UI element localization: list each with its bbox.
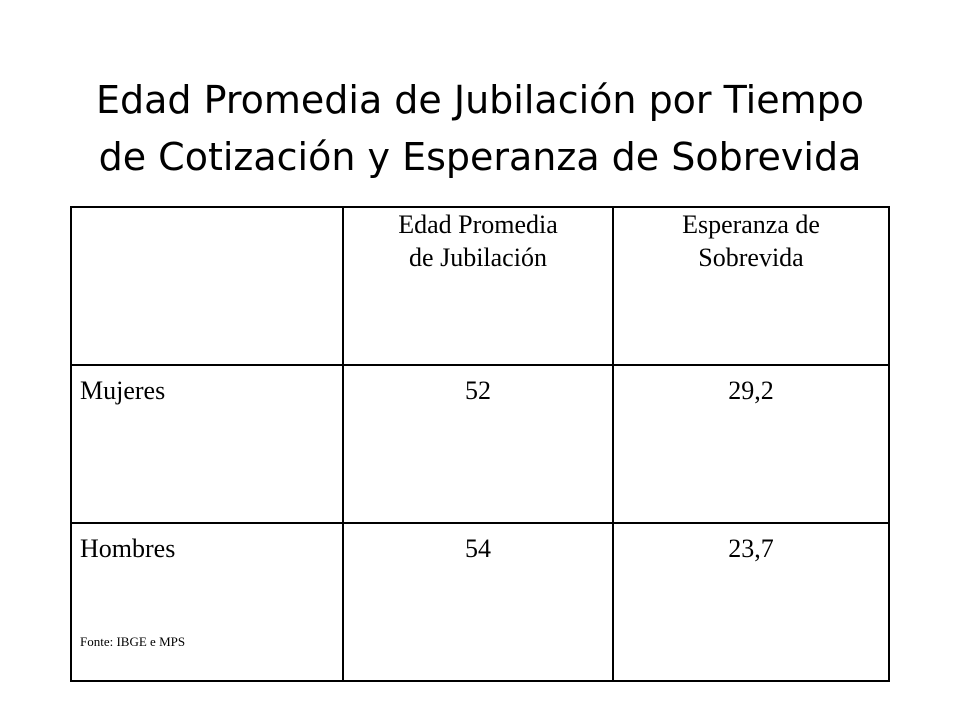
title-line-1: Edad Promedia de Jubilación por Tiempo	[95, 78, 865, 122]
header-survival-column: Esperanza de Sobrevida	[612, 206, 890, 366]
row-label-hombres: Hombres Fonte: IBGE e MPS	[70, 522, 344, 682]
cell-survival-hombres: 23,7	[612, 522, 890, 682]
table-corner-cell	[70, 206, 344, 366]
title-line-2: de Cotización y Esperanza de Sobrevida	[98, 135, 862, 179]
table-row: Hombres Fonte: IBGE e MPS 54 23,7	[70, 522, 890, 682]
table-row: Mujeres 52 29,2	[70, 364, 890, 524]
cell-age-hombres: 54	[342, 522, 614, 682]
table-header-row: Edad Promedia de Jubilación Esperanza de…	[70, 206, 890, 366]
retirement-table: Edad Promedia de Jubilación Esperanza de…	[70, 206, 890, 682]
cell-age-mujeres: 52	[342, 364, 614, 524]
header-age-line-2: de Jubilación	[409, 243, 547, 272]
header-age-line-1: Edad Promedia	[398, 210, 558, 239]
source-note: Fonte: IBGE e MPS	[80, 634, 186, 649]
row-label-text: Hombres	[80, 534, 176, 563]
header-survival-line-2: Sobrevida	[698, 243, 804, 272]
page-title: Edad Promedia de Jubilación por Tiempo d…	[0, 72, 960, 186]
row-label-mujeres: Mujeres	[70, 364, 344, 524]
row-label-text: Mujeres	[80, 376, 166, 405]
header-survival-line-1: Esperanza de	[682, 210, 820, 239]
cell-survival-mujeres: 29,2	[612, 364, 890, 524]
header-age-column: Edad Promedia de Jubilación	[342, 206, 614, 366]
